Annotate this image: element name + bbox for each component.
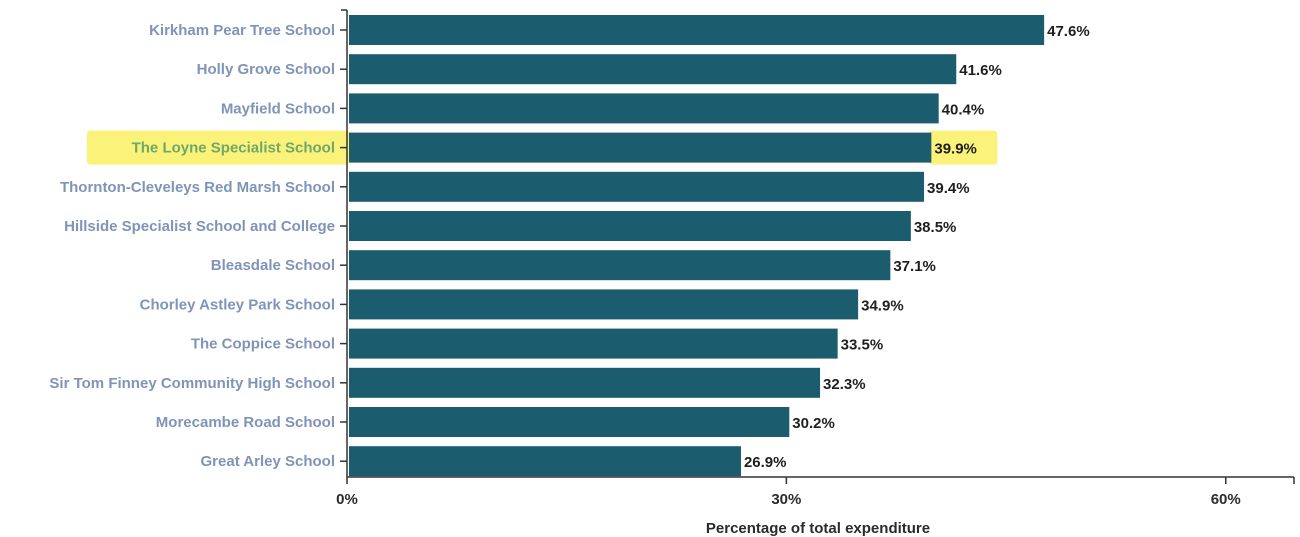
category-label: Mayfield School [221,100,335,117]
value-label: 38.5% [914,219,957,236]
bar [349,15,1045,45]
value-label: 30.2% [792,415,835,432]
bar [349,367,821,398]
category-label: Bleasdale School [211,257,335,274]
value-label: 32.3% [823,376,866,393]
value-label: 37.1% [893,258,936,275]
category-label: Holly Grove School [197,61,335,78]
x-tick-label: 0% [336,491,358,508]
labels-layer: 0% 30% 60% Kirkham Pear Tree School 47.6% Hol… [49,22,1240,508]
value-label: 39.9% [934,141,977,158]
category-label: Kirkham Pear Tree School [149,22,335,39]
x-tick-label: 60% [1211,491,1241,508]
category-label: Hillside Specialist School and College [64,218,335,235]
bar [349,407,790,437]
bar [349,328,838,359]
highlight-value-marker [929,130,998,165]
value-label: 34.9% [861,297,904,314]
value-label: 41.6% [959,62,1002,79]
value-label: 33.5% [841,337,884,354]
category-label: Thornton-Cleveleys Red Marsh School [60,179,335,196]
value-label: 39.4% [927,180,970,197]
bar [349,211,911,241]
bar [349,250,891,281]
bars-layer [349,15,1045,477]
value-label: 40.4% [942,101,985,118]
category-label: The Loyne Specialist School [132,140,335,157]
bar [349,171,925,202]
bar [349,446,741,477]
value-label: 26.9% [744,454,787,471]
bar [349,289,859,320]
category-label: Morecambe Road School [156,414,335,431]
highlight-label-marker [87,130,349,165]
x-tick-label: 30% [771,491,801,508]
bar [349,132,932,163]
bar [349,93,939,124]
x-axis-title: Percentage of total expenditure [706,520,930,537]
category-label: Great Arley School [201,453,336,470]
bar [349,54,957,85]
axis-layer [340,9,1295,484]
category-label: Sir Tom Finney Community High School [49,375,335,392]
value-label: 47.6% [1047,23,1090,40]
highlight-layer [87,130,998,165]
category-label: The Coppice School [191,336,335,353]
category-label: Chorley Astley Park School [140,296,335,313]
